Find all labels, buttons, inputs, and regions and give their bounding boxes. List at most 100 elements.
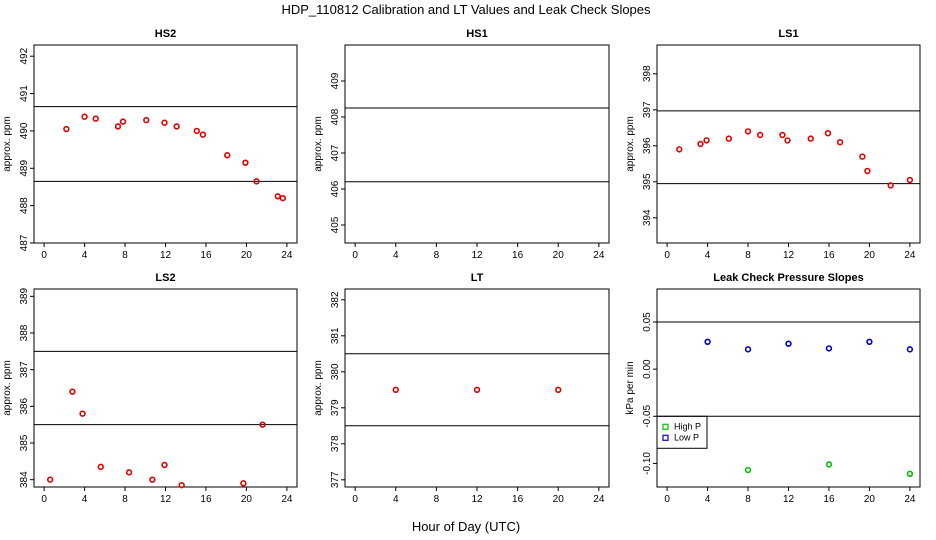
y-tick-label: 389 — [19, 288, 30, 305]
panel-title: HS2 — [155, 28, 176, 40]
data-point — [279, 194, 287, 202]
data-point — [784, 137, 791, 144]
y-tick-label: 386 — [19, 398, 30, 415]
x-tick-label: 20 — [864, 494, 876, 505]
data-point — [744, 466, 752, 474]
y-tick-label: -0.10 — [642, 452, 653, 475]
x-tick-label: 0 — [664, 494, 670, 505]
x-tick-label: 4 — [82, 250, 88, 261]
data-point — [824, 130, 832, 137]
legend-box — [656, 415, 708, 449]
figure-title: HDP_110812 Calibration and LT Values and… — [281, 2, 651, 17]
legend-marker — [662, 423, 669, 430]
x-tick-label: 0 — [352, 250, 358, 261]
y-tick-label: 378 — [330, 435, 341, 452]
data-point — [119, 118, 127, 125]
x-tick-label: 20 — [241, 494, 253, 505]
y-tick-label: 379 — [330, 399, 341, 416]
data-point — [859, 153, 866, 160]
y-tick-label: 398 — [642, 65, 653, 82]
x-tick-label: 8 — [745, 250, 751, 261]
legend-entry: Low P — [674, 432, 699, 442]
data-point — [725, 135, 733, 142]
y-tick-label: 490 — [19, 122, 30, 139]
x-tick-label: 4 — [393, 250, 399, 261]
plot-frame — [344, 44, 610, 244]
data-point — [69, 388, 76, 395]
data-point — [97, 463, 104, 471]
y-tick-label: 397 — [642, 101, 653, 118]
data-point — [224, 152, 231, 159]
panel-title: LS1 — [778, 28, 798, 40]
legend-entry: High P — [674, 421, 701, 431]
x-tick-label: 4 — [705, 250, 711, 261]
panel-title: LT — [471, 272, 484, 284]
data-point — [887, 182, 894, 189]
panel-hs2: HS2 approx. ppm 0 4 8 12 16 20 24 487 488 489 490 491… — [2, 28, 298, 261]
x-tick-label: 0 — [41, 250, 47, 261]
data-point — [114, 123, 122, 130]
x-tick-label: 12 — [471, 494, 483, 505]
y-axis-label: approx. ppm — [625, 116, 636, 172]
data-point — [274, 193, 281, 200]
y-axis-label: approx. ppm — [313, 360, 324, 416]
data-point — [199, 131, 207, 138]
data-point — [143, 116, 150, 124]
data-point — [63, 125, 70, 133]
data-point — [906, 176, 914, 184]
data-point — [473, 386, 481, 393]
y-tick-label: 405 — [330, 216, 341, 233]
x-tick-label: 12 — [160, 494, 172, 505]
data-point — [756, 131, 764, 139]
data-point — [676, 146, 683, 153]
x-tick-label: 16 — [823, 494, 835, 505]
x-tick-label: 24 — [593, 494, 605, 505]
x-tick-label: 8 — [434, 494, 440, 505]
y-tick-label: 396 — [642, 137, 653, 154]
y-tick-label: 377 — [330, 471, 341, 488]
data-point — [193, 127, 201, 135]
x-tick-label: 24 — [593, 250, 605, 261]
data-point — [92, 115, 99, 122]
x-tick-label: 12 — [783, 494, 795, 505]
data-point — [125, 469, 133, 476]
plot-frame — [33, 288, 298, 488]
data-point — [240, 480, 247, 487]
x-tick-label: 20 — [241, 250, 253, 261]
data-point — [906, 346, 914, 353]
x-tick-label: 0 — [352, 494, 358, 505]
y-tick-label: 0.00 — [642, 359, 653, 379]
y-tick-label: 382 — [330, 291, 341, 308]
x-tick-label: 4 — [393, 494, 399, 505]
x-tick-label: 16 — [823, 250, 835, 261]
data-point — [697, 140, 704, 148]
panel-title: LS2 — [155, 272, 175, 284]
data-point — [149, 476, 156, 483]
panel-hs1: HS1 approx. ppm 0 4 8 12 16 20 24 405 406 407 408 409 — [313, 28, 610, 261]
x-tick-label: 0 — [664, 250, 670, 261]
x-tick-label: 0 — [41, 494, 47, 505]
x-tick-label: 4 — [705, 494, 711, 505]
data-point — [46, 476, 54, 483]
y-tick-label: 487 — [19, 234, 30, 251]
data-point — [173, 123, 180, 130]
x-tick-label: 16 — [512, 250, 524, 261]
y-tick-label: 406 — [330, 180, 341, 197]
panel-title: HS1 — [466, 28, 487, 40]
data-point — [242, 159, 249, 166]
plot-frame — [33, 44, 298, 244]
data-point — [744, 128, 752, 135]
x-tick-label: 4 — [82, 494, 88, 505]
data-point — [79, 410, 86, 417]
y-tick-label: 387 — [19, 361, 30, 378]
data-point — [836, 139, 844, 146]
plot-frame — [656, 288, 921, 488]
x-tick-label: 16 — [512, 494, 524, 505]
panel-lt: LT approx. ppm 0 4 8 12 16 20 24 377 378 379 380 381 3… — [313, 272, 610, 505]
y-tick-label: 388 — [19, 324, 30, 341]
data-point — [825, 461, 833, 468]
y-tick-label: 380 — [330, 363, 341, 380]
x-tick-label: 8 — [122, 250, 128, 261]
data-point — [161, 461, 168, 469]
